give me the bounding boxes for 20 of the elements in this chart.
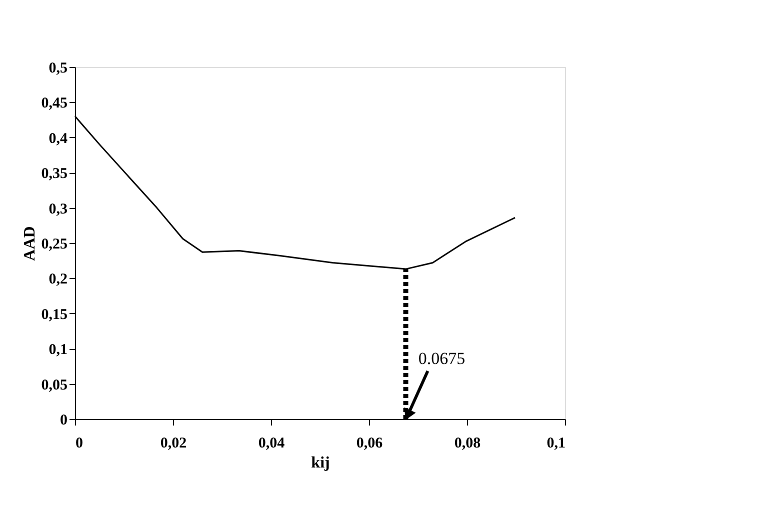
x-tick-label: 0,02 <box>160 436 187 452</box>
x-tick-label: 0,04 <box>258 436 286 452</box>
y-tick-label: 0,2 <box>48 272 68 288</box>
x-tick-label: 0,08 <box>454 436 481 452</box>
y-axis-title: AAD <box>21 226 38 261</box>
y-tick-label: 0,3 <box>48 201 68 218</box>
y-tick-label: 0,15 <box>41 306 68 323</box>
x-axis-title: kij <box>311 454 330 472</box>
y-tick-label: 0,35 <box>41 166 68 182</box>
y-tick-label: 0,5 <box>48 60 68 76</box>
x-tick-label: 0,06 <box>356 436 384 452</box>
x-tick-label: 0,1 <box>546 436 566 452</box>
y-tick-label: 0,45 <box>41 96 68 112</box>
y-tick-label: 0,4 <box>48 130 68 147</box>
y-tick-label: 0,05 <box>41 377 68 394</box>
y-tick-label: 0,1 <box>48 342 68 358</box>
annotation: 0.0675 <box>418 349 466 368</box>
y-tick-label: 0,25 <box>41 236 68 252</box>
y-tick-label: 0 <box>60 412 68 428</box>
x-tick-label: 0 <box>76 436 83 452</box>
